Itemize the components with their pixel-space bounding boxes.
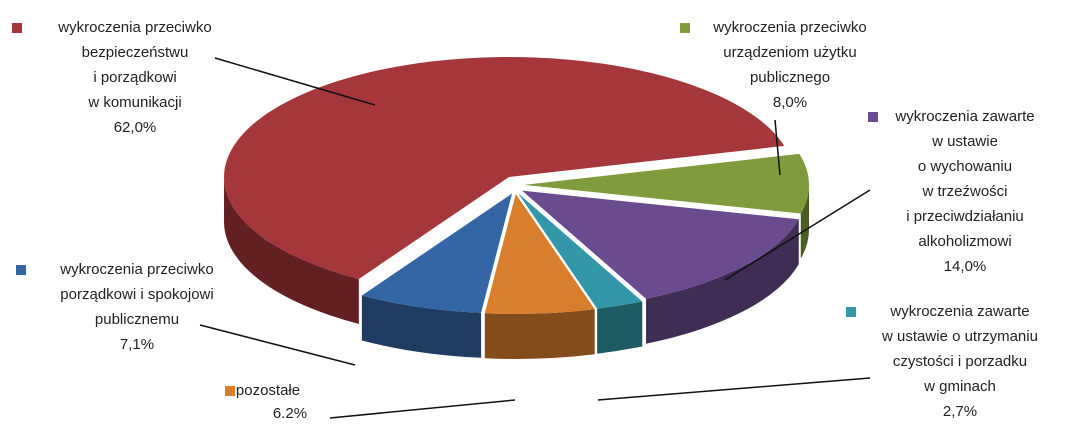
slice-label: wykroczenia przeciwko — [57, 19, 211, 36]
slice-label: wykroczenia zawarte — [889, 303, 1029, 320]
slice — [521, 190, 799, 299]
slice-label: wykroczenia zawarte — [894, 108, 1034, 125]
leader-line — [214, 57, 376, 106]
leader-line — [774, 119, 781, 176]
slice-side — [646, 219, 799, 344]
legend-swatch — [12, 23, 22, 33]
slice-label: czystości i porzadku — [893, 353, 1027, 370]
slice — [518, 193, 643, 309]
slice-label: w ustawie — [931, 133, 998, 150]
slice-side — [484, 309, 595, 359]
slice — [361, 193, 513, 313]
slice-label: pozostałe — [236, 382, 300, 399]
value-label: 2,7% — [943, 403, 977, 420]
slice-side — [224, 176, 359, 324]
slice — [224, 56, 785, 279]
value-label: 6.2% — [273, 405, 307, 422]
legend-swatch — [846, 307, 856, 317]
slice-label: i porządkowi — [93, 69, 176, 86]
slice-label: wykroczenia przeciwko — [59, 261, 213, 278]
value-label: 8,0% — [773, 94, 807, 111]
slice-label: w ustawie o utrzymaniu — [881, 328, 1038, 345]
slice-label: w komunikacji — [87, 94, 181, 111]
leader-line — [724, 189, 871, 281]
slice-label: i przeciwdziałaniu — [906, 208, 1024, 225]
legend-swatch — [16, 265, 26, 275]
value-label: 62,0% — [114, 119, 157, 136]
slice-label: o wychowaniu — [918, 158, 1012, 175]
slice-label: alkoholizmowi — [918, 233, 1011, 250]
value-label: 7,1% — [120, 336, 154, 353]
slice-label: urządzeniom użytku — [723, 44, 856, 61]
legend-swatch — [868, 112, 878, 122]
slice-side — [361, 295, 482, 358]
slice-label: publicznego — [750, 69, 830, 86]
slice-side — [800, 184, 809, 259]
legend-swatch — [225, 386, 235, 396]
leader-line — [199, 324, 356, 366]
slice-side — [597, 301, 643, 354]
leader-line — [597, 377, 871, 401]
slice — [484, 193, 595, 314]
legend-swatch — [680, 23, 690, 33]
value-label: 14,0% — [944, 258, 987, 275]
slice — [523, 153, 809, 214]
slice-label: w gminach — [923, 378, 996, 395]
slice-label: bezpieczeństwu — [82, 44, 189, 61]
slice-label: wykroczenia przeciwko — [712, 19, 866, 36]
slice-label: porządkowi i spokojowi — [60, 286, 213, 303]
slice-label: publicznemu — [95, 311, 179, 328]
slice-label: w trzeźwości — [921, 183, 1007, 200]
leader-line — [329, 399, 516, 419]
